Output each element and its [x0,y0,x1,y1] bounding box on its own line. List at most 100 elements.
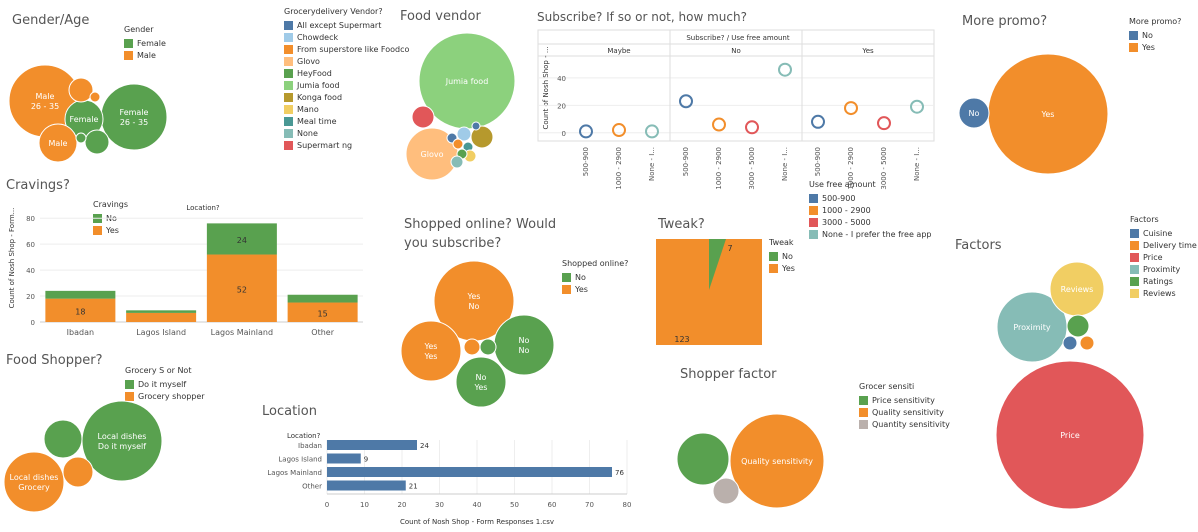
bubble [1066,314,1090,338]
x-tick-label: 50 [510,501,519,509]
scatter-point [778,62,792,77]
legend-item-1000-2900[interactable]: 1000 - 2900 [809,204,931,216]
bubble-label: Yes [424,342,438,351]
bubble-label: No [469,302,480,311]
bubble [81,400,163,482]
legend-tweak: Tweak No Yes [769,238,795,274]
tweak-pie: 7 123 [656,239,762,345]
bubble [493,314,555,376]
legend-item-no[interactable]: No [562,271,628,283]
legend-item-glovo[interactable]: Glovo [284,55,409,67]
legend-item-heyfood[interactable]: HeyFood [284,67,409,79]
legend-label: 500-900 [822,193,856,203]
data-label: 18 [75,307,85,316]
bubble-label: Reviews [1061,285,1094,294]
legend-label: Delivery time [1143,240,1197,250]
x-tick-label: 3000 - 5000 [880,147,888,190]
legend-item-ratings[interactable]: Ratings [1130,275,1197,287]
legend-swatch [284,80,293,90]
legend-item-cuisine[interactable]: Cuisine [1130,227,1197,239]
legend-item-grocery-shopper[interactable]: Grocery shopper [125,390,205,402]
legend-swatch [859,419,868,429]
legend-item-jumia-food[interactable]: Jumia food [284,79,409,91]
legend-label: Jumia food [297,80,340,90]
more-promo-bubbles: Yes No [958,53,1109,175]
bubble-label: Yes [424,352,438,361]
legend-item-delivery-time[interactable]: Delivery time [1130,239,1197,251]
y-axis-label: Count of Nosh Shop - ... [542,46,550,129]
bubble-label: Yes [1041,110,1055,119]
bubble [411,105,435,129]
legend-item-3000-5000[interactable]: 3000 - 5000 [809,216,931,228]
legend-item-supermart-ng[interactable]: Supermart ng [284,139,409,151]
bubble [100,83,168,151]
legend-item-no[interactable]: No [1129,29,1181,41]
legend-item-no[interactable]: No [769,250,795,262]
legend-item-proximity[interactable]: Proximity [1130,263,1197,275]
legend-item-chowdeck[interactable]: Chowdeck [284,31,409,43]
data-label: 9 [364,456,368,464]
factors-bubbles: Price Proximity Reviews [995,261,1145,510]
x-tick-label: 40 [473,501,482,509]
bubble-label: Female [70,115,99,124]
legend-swatch [284,104,293,114]
legend-swatch [809,205,818,215]
x-tick-label: 500-900 [814,147,822,176]
legend-item-500-900[interactable]: 500-900 [809,192,931,204]
panel-label: Maybe [607,47,630,55]
legend-item-none-i-prefer-the-free-app[interactable]: None - I prefer the free app [809,228,931,240]
legend-item-yes[interactable]: Yes [769,262,795,274]
x-tick-label: Lagos Island [136,328,186,337]
legend-label: Ratings [1143,276,1173,286]
x-tick-label: 1000 - 2900 [615,147,623,190]
legend-item-yes[interactable]: Yes [562,283,628,295]
legend-item-price[interactable]: Price [1130,251,1197,263]
y-tick-label: Ibadan [298,442,322,450]
bubble-label: 26 - 35 [120,118,148,127]
legend-item-mano[interactable]: Mano [284,103,409,115]
y-tick-label: 20 [557,102,566,110]
bubble [62,456,94,488]
legend-use-free-amount: Use free amount 500-900 1000 - 2900 3000 - … [809,180,931,240]
title-more-promo: More promo? [962,14,1048,29]
legend-item-do-it-myself[interactable]: Do it myself [125,378,205,390]
legend-item-yes[interactable]: Yes [1129,41,1181,53]
scatter-point [645,124,659,139]
y-axis-label: Count of Nosh Shop - Form... [8,208,16,309]
bar-segment [126,310,197,313]
x-tick-label: 500-900 [582,147,590,176]
bubble [400,320,462,382]
legend-label: Reviews [1143,288,1176,298]
bubble-label: Do it myself [98,442,146,451]
legend-item-yes[interactable]: Yes [93,224,128,236]
bubble-label: Proximity [1013,323,1051,332]
scatter-point [579,124,593,139]
legend-label: No [782,251,793,261]
legend-label: Glovo [297,56,320,66]
scatter-point [844,101,858,116]
scatter-point [910,99,924,114]
legend-item-meal-time[interactable]: Meal time [284,115,409,127]
legend-label: Chowdeck [297,32,339,42]
legend-label: Supermart ng [297,140,353,150]
bubble [43,419,83,459]
legend-item-quantity-sensitivity[interactable]: Quantity sensitivity [859,418,950,430]
x-tick-label: 1000 - 2900 [847,147,855,190]
legend-label: Grocery shopper [138,391,205,401]
legend-item-price-sensitivity[interactable]: Price sensitivity [859,394,950,406]
legend-item-from-superstore-like-foodco[interactable]: From superstore like Foodco [284,43,409,55]
chart-title: Location? [186,204,220,212]
legend-item-none[interactable]: None [284,127,409,139]
legend-item-male[interactable]: Male [124,49,166,61]
legend-swatch [284,32,293,42]
legend-item-konga-food[interactable]: Konga food [284,91,409,103]
legend-swatch [769,251,778,261]
legend-label: 3000 - 5000 [822,217,871,227]
bar-segment [206,254,277,322]
y-tick-label: Lagos Island [278,456,322,464]
legend-item-quality-sensitivity[interactable]: Quality sensitivity [859,406,950,418]
legend-item-reviews[interactable]: Reviews [1130,287,1197,299]
legend-item-all-except-supermart[interactable]: All except Supermart [284,19,409,31]
legend-item-female[interactable]: Female [124,37,166,49]
